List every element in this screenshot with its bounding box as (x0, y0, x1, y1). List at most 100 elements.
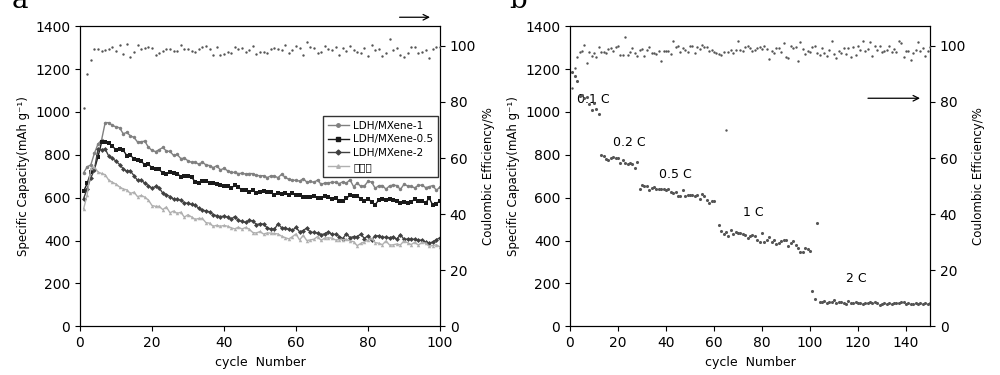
Point (572, 93, 588, 99)
Point (137, 45, 153, 51)
Point (809, 220, 825, 226)
Point (216, 51, 232, 57)
Point (826, 297, 842, 303)
Point (238, 50, 254, 55)
Point (653, 186, 669, 192)
Point (241, 46, 257, 53)
Point (788, 242, 804, 248)
Point (850, 43, 866, 49)
Point (838, 301, 854, 307)
Y-axis label: Coulombic Efficiency/%: Coulombic Efficiency/% (972, 107, 985, 245)
Point (281, 50, 297, 55)
Point (713, 228, 729, 234)
Point (428, 44, 444, 50)
Point (270, 46, 286, 52)
Point (754, 230, 770, 236)
Point (670, 193, 686, 199)
Point (634, 46, 650, 52)
Text: 2 C: 2 C (846, 272, 867, 285)
Point (155, 48, 171, 54)
Point (874, 49, 890, 55)
Point (588, 106, 604, 112)
Point (874, 301, 890, 307)
Point (252, 49, 268, 55)
Point (610, 42, 626, 48)
Point (353, 50, 369, 56)
Point (324, 47, 340, 53)
Point (675, 45, 691, 51)
Point (922, 44, 938, 50)
Point (615, 157, 631, 163)
Point (821, 299, 837, 305)
Point (292, 45, 308, 51)
Point (776, 40, 792, 46)
Point (212, 53, 228, 58)
Point (593, 49, 609, 55)
Point (689, 44, 705, 50)
Point (831, 299, 847, 305)
Point (898, 48, 914, 54)
Point (104, 44, 120, 50)
Point (886, 46, 902, 52)
Point (752, 44, 768, 50)
Point (716, 49, 732, 55)
Point (694, 42, 710, 48)
Point (598, 50, 614, 55)
Point (773, 48, 789, 54)
Point (804, 44, 820, 50)
Point (728, 47, 744, 53)
Point (747, 46, 763, 53)
Point (180, 46, 196, 52)
Point (584, 108, 600, 114)
Point (112, 42, 128, 48)
Point (687, 50, 703, 56)
Point (785, 45, 801, 51)
Point (884, 301, 900, 307)
Point (896, 54, 912, 60)
Point (313, 50, 329, 55)
Point (230, 46, 246, 52)
Point (742, 233, 758, 239)
Point (641, 44, 657, 50)
Point (227, 44, 243, 50)
Point (320, 46, 336, 52)
Point (857, 300, 873, 306)
Point (349, 49, 365, 55)
Point (596, 153, 612, 159)
Point (234, 45, 250, 51)
Point (862, 299, 878, 305)
Point (819, 53, 835, 58)
Point (795, 46, 811, 52)
Point (778, 237, 794, 243)
Point (836, 300, 852, 306)
Point (800, 48, 816, 54)
Point (848, 52, 864, 58)
Point (675, 187, 691, 193)
Point (780, 55, 796, 61)
Point (636, 183, 652, 189)
Point (644, 185, 660, 191)
Point (220, 49, 236, 55)
Point (600, 45, 616, 51)
Point (752, 239, 768, 245)
Point (836, 45, 852, 51)
Point (761, 56, 777, 62)
Point (564, 69, 580, 75)
Point (600, 157, 616, 163)
Point (881, 300, 897, 306)
Point (608, 155, 624, 161)
Text: 0.1 C: 0.1 C (577, 93, 610, 106)
Point (374, 53, 390, 59)
Point (382, 36, 398, 42)
Point (785, 238, 801, 244)
Point (603, 45, 619, 51)
Point (821, 46, 837, 53)
Point (857, 48, 873, 54)
Point (843, 54, 859, 60)
Point (205, 52, 221, 58)
Point (740, 235, 756, 241)
Point (663, 51, 679, 57)
Point (656, 186, 672, 192)
Point (86, 46, 102, 52)
Point (277, 42, 293, 48)
